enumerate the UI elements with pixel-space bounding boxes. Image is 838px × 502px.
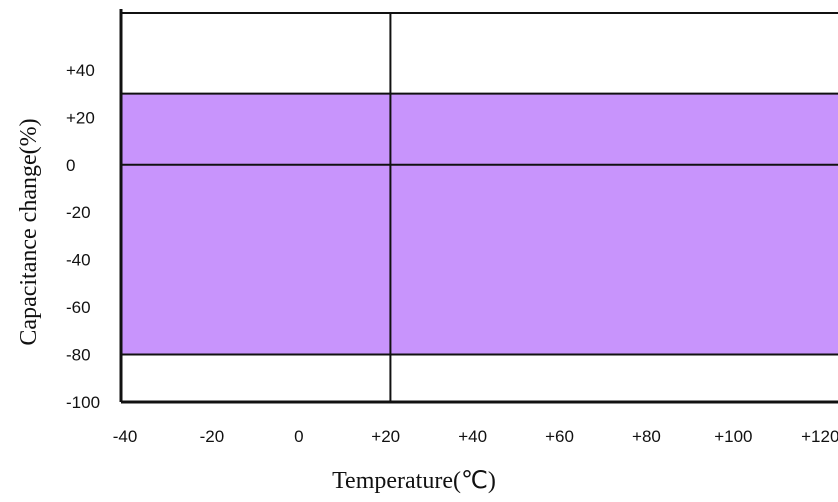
x-tick-label: -20	[200, 427, 225, 446]
x-tick-label: -40	[113, 427, 138, 446]
x-tick-label: 0	[294, 427, 303, 446]
x-tick-label: +100	[714, 427, 752, 446]
x-tick-label: +20	[371, 427, 400, 446]
x-tick-label: +60	[545, 427, 574, 446]
y-tick-label: -40	[66, 251, 91, 270]
x-tick-label: +80	[632, 427, 661, 446]
y-tick-label: -60	[66, 298, 91, 317]
y-tick-label: -100	[66, 393, 100, 412]
tolerance-band	[121, 93, 838, 355]
x-axis-title: Temperature(℃)	[332, 468, 496, 494]
x-tick-label: +40	[458, 427, 487, 446]
y-axis-title: Capacitance change(%)	[16, 118, 42, 345]
y-tick-label: 0	[66, 156, 75, 175]
x-tick-label: +120	[801, 427, 838, 446]
y-tick-label: +20	[66, 108, 95, 127]
y-tick-label: -20	[66, 203, 91, 222]
y-tick-label: +40	[66, 61, 95, 80]
y-tick-label: -80	[66, 346, 91, 365]
